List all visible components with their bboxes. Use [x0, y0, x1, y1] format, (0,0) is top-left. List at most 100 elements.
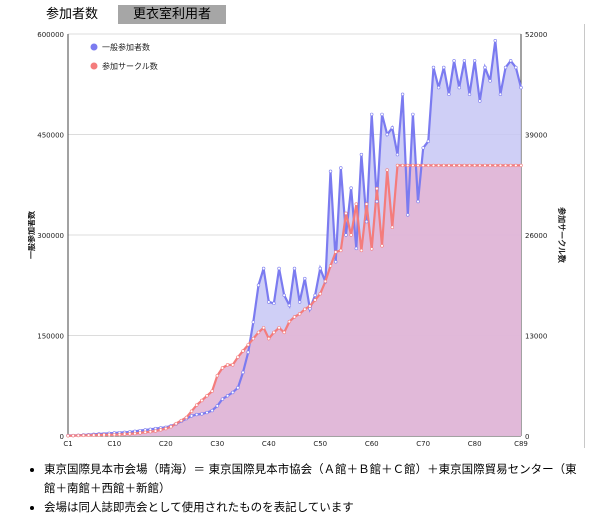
circles-point	[395, 163, 400, 168]
circles-point	[292, 315, 297, 319]
participants-point	[251, 320, 256, 324]
participants-point	[287, 303, 292, 308]
participants-point	[395, 152, 400, 157]
participants-point	[483, 65, 487, 70]
participants-point	[194, 412, 199, 417]
participants-point	[509, 59, 513, 63]
participants-point	[488, 79, 492, 83]
participants-point	[359, 152, 364, 157]
circles-point	[92, 433, 96, 437]
participants-point	[406, 213, 410, 217]
circles-point	[390, 225, 395, 229]
participants-point	[189, 414, 194, 418]
note-usage: 会場は同人誌即売会として使用されたものを表記しています	[44, 498, 588, 517]
circles-point	[370, 247, 374, 251]
participants-point	[225, 394, 230, 398]
participants-point	[339, 166, 343, 170]
circles-point	[102, 433, 106, 437]
circles-point	[215, 374, 219, 378]
circles-point	[256, 330, 261, 335]
participants-point	[472, 59, 477, 63]
circles-point	[514, 163, 518, 168]
tab-participants[interactable]: 参加者数	[28, 5, 116, 24]
participants-point	[292, 266, 297, 271]
participants-point	[514, 65, 518, 70]
legend-label: 一般参加者数	[102, 42, 150, 52]
circles-point	[210, 389, 214, 393]
participants-point	[313, 293, 317, 297]
circles-point	[498, 163, 503, 168]
circles-point	[426, 163, 431, 168]
circles-point	[339, 248, 343, 253]
y-right-tick-label: 0	[525, 433, 529, 441]
participants-point	[205, 410, 209, 415]
participants-point	[457, 85, 461, 90]
circles-point	[385, 168, 389, 172]
circles-point	[153, 429, 158, 433]
participants-point	[452, 59, 456, 63]
circles-area	[68, 165, 521, 436]
circles-point	[267, 336, 271, 341]
legend-label: 参加サークル数	[102, 61, 158, 71]
circles-point	[519, 163, 523, 168]
circles-point	[76, 433, 80, 438]
legend-marker	[90, 62, 98, 70]
circles-point	[225, 363, 230, 367]
circles-point	[117, 432, 122, 437]
y-right-tick-label: 13000	[525, 333, 547, 341]
participants-point	[503, 65, 508, 70]
legend-marker	[90, 43, 98, 51]
circles-point	[462, 163, 467, 168]
circles-point	[457, 163, 461, 168]
circles-point	[297, 312, 302, 316]
participants-point	[462, 59, 467, 63]
circles-point	[184, 415, 189, 420]
participants-point	[411, 112, 415, 117]
note-venue: 東京国際見本市会場（晴海）＝ 東京国際見本市協会（Ａ館＋Ｂ館＋Ｃ館）＋東京国際貿…	[44, 460, 588, 498]
circles-point	[509, 163, 513, 168]
circles-point	[478, 163, 482, 168]
circles-point	[251, 336, 256, 341]
participants-point	[282, 293, 286, 297]
notes: 東京国際見本市会場（晴海）＝ 東京国際見本市協会（Ａ館＋Ｂ館＋Ｃ館）＋東京国際貿…	[28, 460, 588, 517]
participants-point	[421, 146, 425, 150]
circles-point	[483, 163, 487, 168]
participants-point	[375, 199, 379, 204]
participants-point	[349, 186, 353, 190]
circles-point	[158, 428, 163, 432]
participants-point	[436, 85, 441, 90]
circles-point	[318, 292, 322, 296]
participants-point	[370, 112, 374, 117]
participants-point	[478, 99, 482, 103]
y-left-axis-title: 一般参加者数	[28, 210, 36, 259]
circles-point	[86, 433, 91, 437]
circles-point	[200, 398, 204, 403]
participants-point	[318, 266, 322, 271]
x-tick-label: C40	[262, 440, 276, 448]
circles-point	[81, 433, 86, 438]
participants-point	[231, 390, 235, 395]
circles-point	[169, 425, 173, 429]
attendance-chart: 0 150000 300000 450000 600000 0 13000 26000 3900…	[28, 31, 567, 448]
participants-point	[210, 408, 214, 413]
circles-point	[107, 433, 111, 437]
x-tick-label: C20	[159, 440, 173, 448]
circles-point	[133, 431, 137, 436]
circles-point	[220, 366, 225, 370]
participants-point	[416, 199, 420, 204]
circles-point	[359, 248, 364, 253]
circles-point	[287, 319, 292, 324]
circles-point	[231, 363, 235, 367]
circles-point	[308, 304, 312, 308]
tab-changing-room-users[interactable]: 更衣室利用者	[118, 5, 226, 24]
participants-point	[498, 92, 503, 97]
participants-point	[385, 132, 389, 137]
circles-point	[421, 163, 425, 168]
participants-point	[354, 246, 358, 251]
y-left-tick-label: 450000	[37, 132, 64, 140]
circles-point	[205, 394, 209, 398]
y-right-axis-title: 参加サークル数	[557, 206, 567, 264]
participants-point	[380, 112, 384, 117]
circles-point	[467, 163, 472, 168]
circles-point	[416, 163, 420, 168]
